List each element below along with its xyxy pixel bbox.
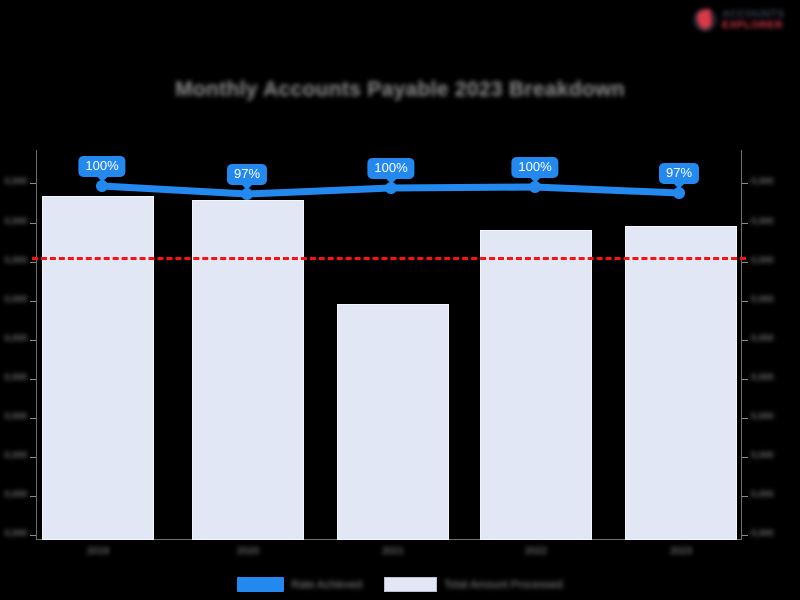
data-label: 100% xyxy=(78,155,126,177)
y-tick-label-left: 0,000 xyxy=(4,450,27,460)
data-label: 100% xyxy=(511,156,559,178)
y-tick-right xyxy=(742,535,748,536)
x-axis-label: 2019 xyxy=(86,546,110,557)
y-tick-left xyxy=(30,223,36,224)
data-label: 97% xyxy=(226,163,268,185)
legend-item[interactable]: Total Amount Processed xyxy=(384,577,563,592)
reference-line xyxy=(32,257,746,260)
y-tick-label-left: 0,000 xyxy=(4,489,27,499)
y-tick-label-right: 0,000 xyxy=(751,216,774,226)
y-tick-right xyxy=(742,496,748,497)
y-tick-right xyxy=(742,379,748,380)
y-tick-right xyxy=(742,340,748,341)
y-tick-label-left: 0,000 xyxy=(4,255,27,265)
leaf-circle-icon xyxy=(692,7,718,33)
y-tick-left xyxy=(30,418,36,419)
y-tick-label-left: 0,000 xyxy=(4,372,27,382)
logo-line-1: ACCOUNTS xyxy=(722,8,785,21)
legend-swatch xyxy=(384,577,438,592)
y-tick-right xyxy=(742,301,748,302)
y-tick-label-right: 0,000 xyxy=(751,333,774,343)
logo-line-2: EXPLORER xyxy=(722,19,783,31)
bar[interactable] xyxy=(480,230,592,540)
y-tick-right xyxy=(742,223,748,224)
y-tick-left xyxy=(30,379,36,380)
x-axis-label: 2023 xyxy=(669,546,693,557)
y-tick-label-left: 0,000 xyxy=(4,333,27,343)
y-tick-right xyxy=(742,457,748,458)
legend-label: Rate Achieved xyxy=(291,578,363,591)
brand-logo: ACCOUNTS EXPLORER xyxy=(692,4,794,36)
y-tick-left xyxy=(30,301,36,302)
bar[interactable] xyxy=(42,196,154,540)
y-tick-label-right: 0,000 xyxy=(751,176,774,186)
y-tick-label-left: 0,000 xyxy=(4,176,27,186)
y-tick-left xyxy=(30,457,36,458)
y-tick-label-right: 0,000 xyxy=(751,294,774,304)
y-tick-right xyxy=(742,183,748,184)
y-tick-left xyxy=(30,183,36,184)
y-tick-left xyxy=(30,535,36,536)
x-axis-label: 2022 xyxy=(524,546,548,557)
legend-label: Total Amount Processed xyxy=(444,578,563,591)
bar[interactable] xyxy=(625,226,737,540)
data-label: 100% xyxy=(367,157,415,179)
y-tick-label-left: 0,000 xyxy=(4,528,27,538)
y-tick-label-left: 0,000 xyxy=(4,294,27,304)
legend-swatch xyxy=(237,577,285,592)
y-tick-label-right: 0,000 xyxy=(751,450,774,460)
bar[interactable] xyxy=(192,200,304,540)
y-tick-label-left: 0,000 xyxy=(4,216,27,226)
y-axis-right xyxy=(741,150,742,540)
x-axis-label: 2021 xyxy=(381,546,405,557)
legend-item[interactable]: Rate Achieved xyxy=(237,577,362,592)
plot-area: 0,000 0,000 0,000 0,000 0,000 0,000 0,000 0,000… xyxy=(4,150,774,557)
y-tick-label-right: 0,000 xyxy=(751,489,774,499)
y-tick-label-left: 0,000 xyxy=(4,411,27,421)
bar[interactable] xyxy=(337,304,449,540)
y-tick-left xyxy=(30,496,36,497)
y-tick-label-right: 0,000 xyxy=(751,528,774,538)
y-tick-label-right: 0,000 xyxy=(751,255,774,265)
data-label: 97% xyxy=(658,162,700,184)
line-series xyxy=(96,180,685,200)
y-tick-right xyxy=(742,262,748,263)
y-tick-left xyxy=(30,262,36,263)
logo-wordmark: ACCOUNTS EXPLORER xyxy=(722,9,785,30)
y-tick-label-right: 0,000 xyxy=(751,411,774,421)
y-axis-left xyxy=(36,150,37,540)
x-axis-label: 2020 xyxy=(236,546,260,557)
y-tick-right xyxy=(742,418,748,419)
chart-legend: Rate Achieved Total Amount Processed xyxy=(0,577,800,592)
y-tick-label-right: 0,000 xyxy=(751,372,774,382)
y-tick-left xyxy=(30,340,36,341)
chart-title: Monthly Accounts Payable 2023 Breakdown xyxy=(175,78,625,101)
